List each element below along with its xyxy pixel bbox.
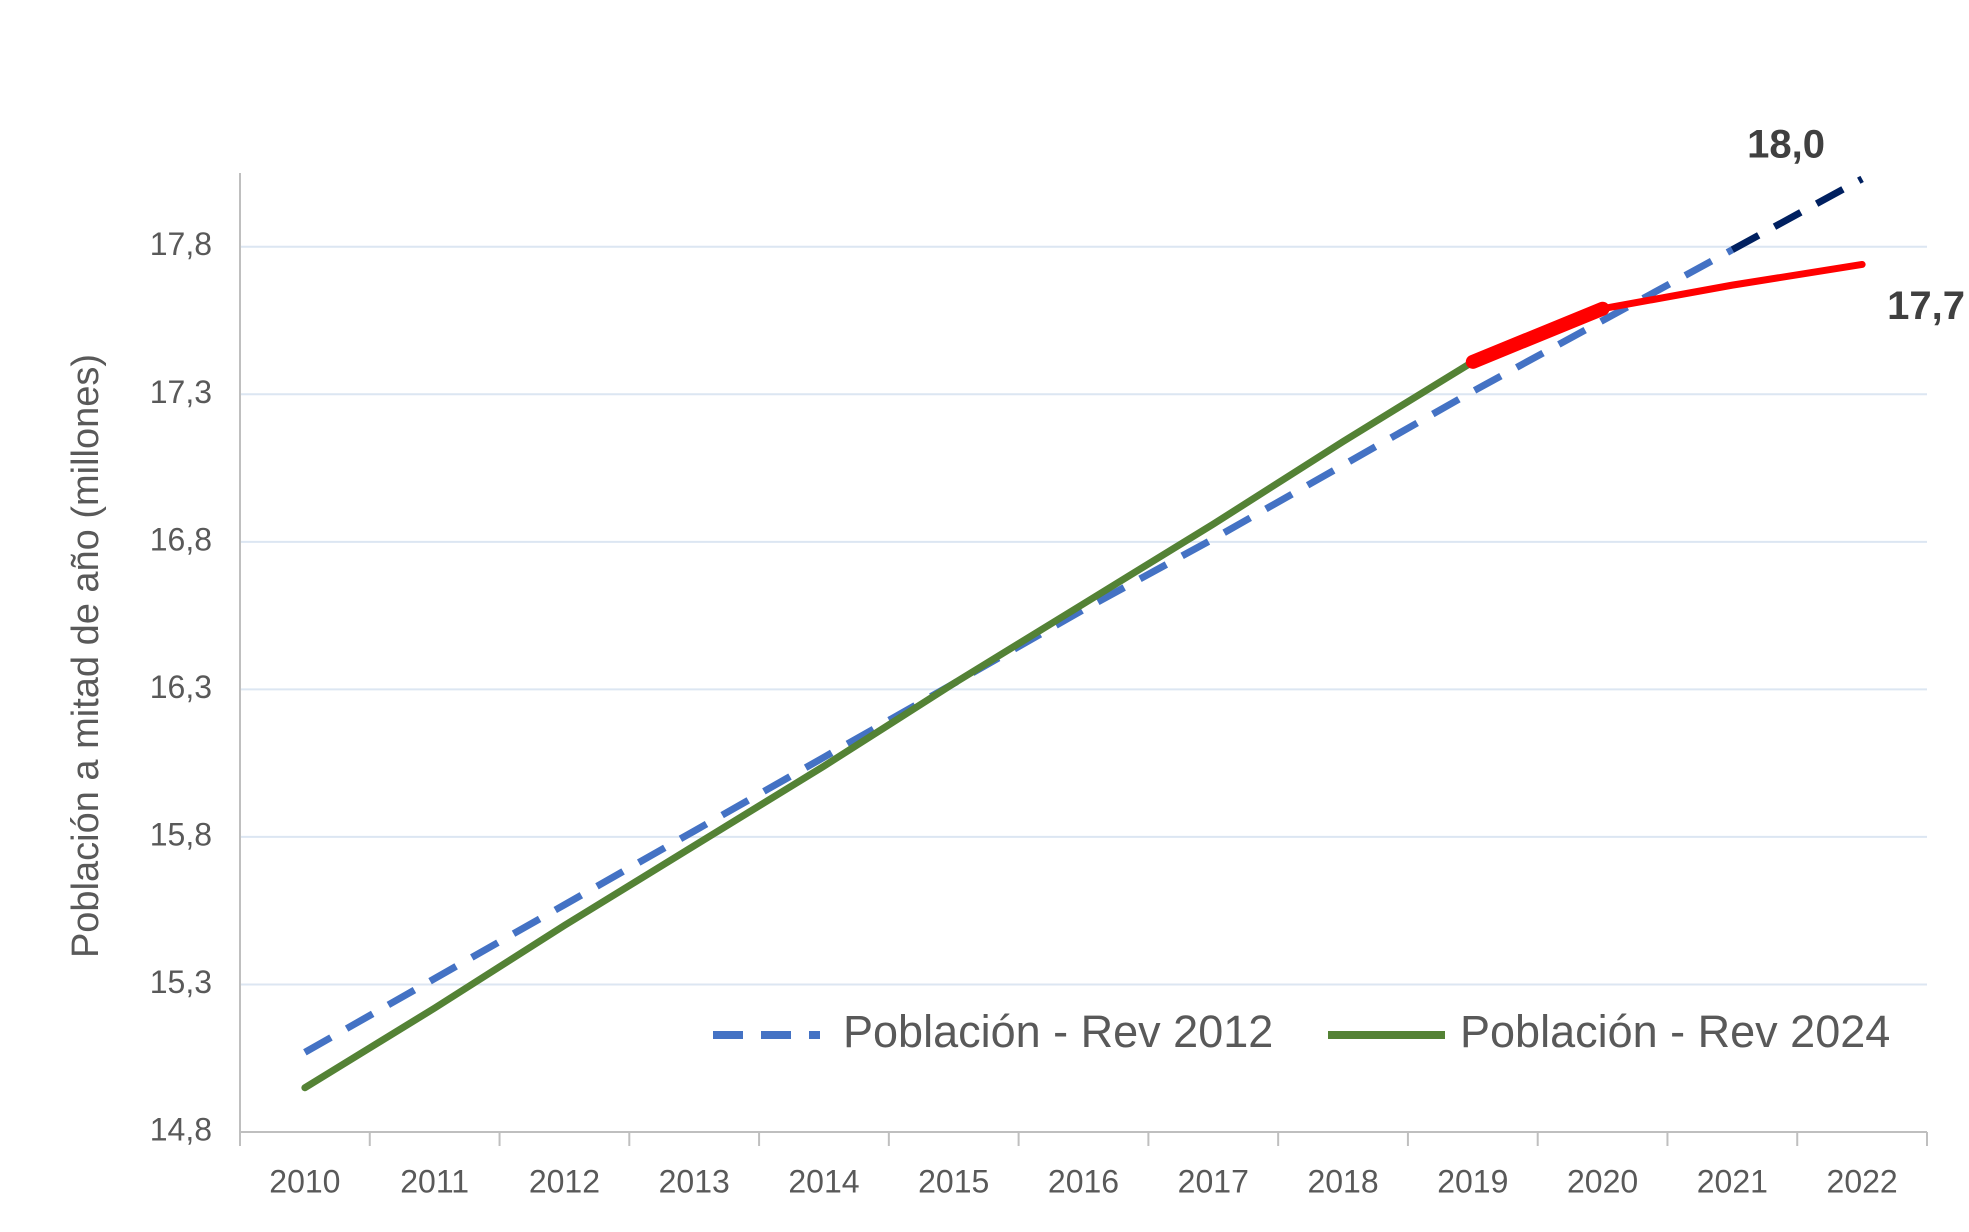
x-tick-label: 2013 <box>659 1163 730 1199</box>
x-tick-label: 2012 <box>529 1163 600 1199</box>
x-tick-label: 2020 <box>1567 1163 1638 1199</box>
y-axis-title: Población a mitad de año (millones) <box>65 354 107 958</box>
series-line <box>1599 260 1866 313</box>
legend-label: Población - Rev 2012 <box>843 1006 1273 1057</box>
legend-label: Población - Rev 2024 <box>1460 1006 1890 1057</box>
y-tick-label: 15,8 <box>150 816 212 852</box>
series-line <box>1465 301 1610 369</box>
x-tick-label: 2011 <box>400 1163 469 1199</box>
y-tick-label: 16,3 <box>150 669 212 705</box>
data-label: 18,0 <box>1747 122 1825 166</box>
y-tick-label: 15,3 <box>150 964 212 1000</box>
x-tick-label: 2021 <box>1697 1163 1768 1199</box>
x-tick-label: 2010 <box>269 1163 340 1199</box>
x-tick-label: 2018 <box>1307 1163 1378 1199</box>
y-tick-label: 14,8 <box>150 1111 212 1147</box>
series-line <box>303 246 1735 1056</box>
x-tick-label: 2022 <box>1827 1163 1898 1199</box>
data-label: 17,7 <box>1887 284 1965 328</box>
y-tick-label: 16,8 <box>150 521 212 557</box>
x-tick-label: 2014 <box>788 1163 859 1199</box>
series-line <box>1730 175 1864 253</box>
x-tick-label: 2017 <box>1178 1163 1249 1199</box>
y-tick-label: 17,8 <box>150 226 212 262</box>
y-tick-label: 17,3 <box>150 374 212 410</box>
x-tick-label: 2019 <box>1437 1163 1508 1199</box>
x-tick-label: 2016 <box>1048 1163 1119 1199</box>
series-line <box>301 358 1477 1092</box>
x-tick-label: 2015 <box>918 1163 989 1199</box>
